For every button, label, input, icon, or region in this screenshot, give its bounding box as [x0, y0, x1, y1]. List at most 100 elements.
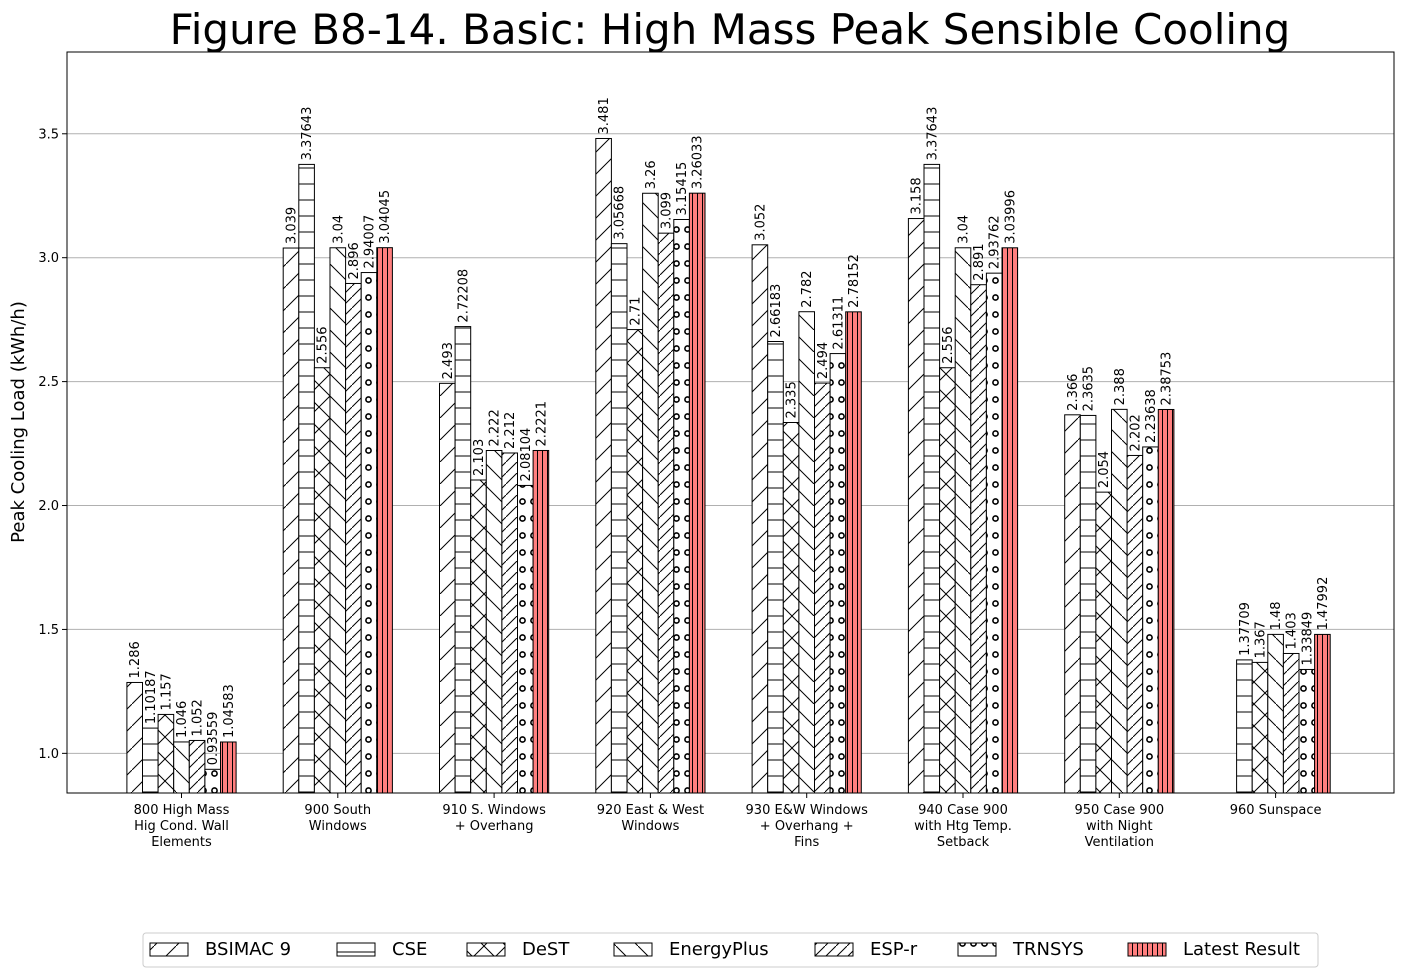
category-label: Fins [794, 835, 819, 850]
data-label: 1.10187 [144, 670, 159, 724]
data-label: 2.212 [503, 412, 518, 449]
category-label: 940 Case 900 [918, 803, 1008, 818]
bar [376, 247, 393, 794]
legend-swatch [957, 942, 997, 957]
category-label: Windows [309, 819, 367, 834]
bar [829, 353, 847, 794]
bar [1251, 661, 1269, 794]
y-tick-label: 3.5 [38, 127, 59, 142]
bar [814, 382, 831, 794]
bar [517, 484, 534, 794]
category-label: with Htg Temp. [914, 819, 1012, 834]
bar [1282, 652, 1300, 794]
data-label: 1.04583 [222, 684, 237, 738]
bar [673, 218, 690, 794]
bar [751, 244, 769, 794]
category-label: Elements [151, 835, 212, 850]
data-label: 3.05668 [613, 186, 628, 240]
data-label: 1.046 [175, 701, 190, 738]
y-axis-label: Peak Cooling Load (kWh/h) [8, 301, 29, 543]
data-label: 3.099 [660, 192, 675, 229]
bar [767, 341, 784, 794]
data-label: 2.38753 [1160, 352, 1175, 406]
category-label: 950 Case 900 [1074, 803, 1164, 818]
y-tick-label: 2.5 [38, 375, 59, 390]
data-label: 3.26 [644, 160, 659, 189]
category-label: 920 East & West [597, 803, 704, 818]
bar [188, 739, 206, 794]
data-label: 1.367 [1254, 621, 1269, 658]
y-tick-label: 1.5 [38, 623, 59, 638]
data-label: 2.493 [441, 342, 456, 379]
bar [1157, 408, 1175, 794]
bar [798, 311, 816, 794]
legend-label: EnergyPlus [669, 939, 769, 960]
bar [126, 681, 144, 794]
data-label: 2.366 [1066, 374, 1081, 411]
data-label: 3.052 [753, 204, 768, 241]
chart-title: Figure B8-14. Basic: High Mass Peak Sens… [170, 5, 1291, 54]
data-label: 2.202 [1128, 414, 1143, 451]
data-label: 2.388 [1113, 368, 1128, 405]
data-label: 2.71 [628, 297, 643, 326]
legend-label: TRNSYS [1012, 939, 1084, 960]
category-label: Hig Cond. Wall [134, 819, 229, 834]
legend-swatch [466, 942, 506, 957]
bar [329, 247, 347, 794]
bar [142, 727, 159, 794]
data-label: 3.26033 [691, 135, 706, 189]
data-label: 2.222 [488, 409, 503, 446]
bar [1111, 408, 1128, 794]
bar [157, 713, 175, 794]
data-label: 2.2221 [534, 401, 549, 447]
data-label: 3.481 [597, 97, 612, 134]
data-label: 2.494 [816, 342, 831, 379]
data-label: 2.61311 [831, 296, 846, 350]
bar [1142, 446, 1159, 794]
data-label: 3.37643 [925, 107, 940, 161]
legend: BSIMAC 9 CSE DeST EnergyPlus ESP-r TRNSYS Late… [142, 932, 1319, 968]
bar [1001, 247, 1019, 794]
bar [985, 272, 1003, 794]
data-label: 2.054 [1097, 451, 1112, 488]
bar [470, 479, 487, 794]
category-label: 960 Sunspace [1230, 803, 1322, 818]
data-label: 2.3635 [1082, 366, 1097, 412]
data-label: 3.158 [910, 177, 925, 214]
y-tick-label: 3.0 [38, 251, 59, 266]
legend-frame [142, 932, 1319, 968]
bar [1064, 414, 1081, 794]
bar [173, 741, 190, 794]
data-label: 1.157 [159, 673, 174, 710]
category-label: 930 E&W Windows [746, 803, 869, 818]
data-label: 3.04 [331, 215, 346, 244]
legend-swatch [149, 942, 189, 957]
bar [782, 422, 800, 794]
legend-swatch [1127, 942, 1167, 957]
data-label: 2.66183 [769, 284, 784, 338]
data-label: 2.891 [972, 243, 987, 280]
category-label: Windows [621, 819, 679, 834]
bar [923, 163, 941, 794]
bar [1079, 414, 1097, 794]
category-label: Ventilation [1085, 835, 1154, 850]
bar [220, 741, 237, 794]
data-label: 1.48 [1269, 601, 1284, 630]
category-label: + Overhang [455, 819, 534, 834]
category-label: 900 South [304, 803, 371, 818]
data-label: 2.78152 [847, 254, 862, 308]
bar [610, 243, 628, 794]
data-label: 2.08104 [519, 428, 534, 482]
legend-label: CSE [392, 939, 427, 960]
category-label: 910 S. Windows [442, 803, 546, 818]
bar [1267, 633, 1284, 794]
legend-swatch [336, 942, 376, 957]
plot-area [66, 51, 1395, 794]
data-label: 3.04 [957, 215, 972, 244]
data-label: 1.47992 [1316, 577, 1331, 631]
bar [204, 768, 221, 794]
bar [360, 272, 378, 794]
